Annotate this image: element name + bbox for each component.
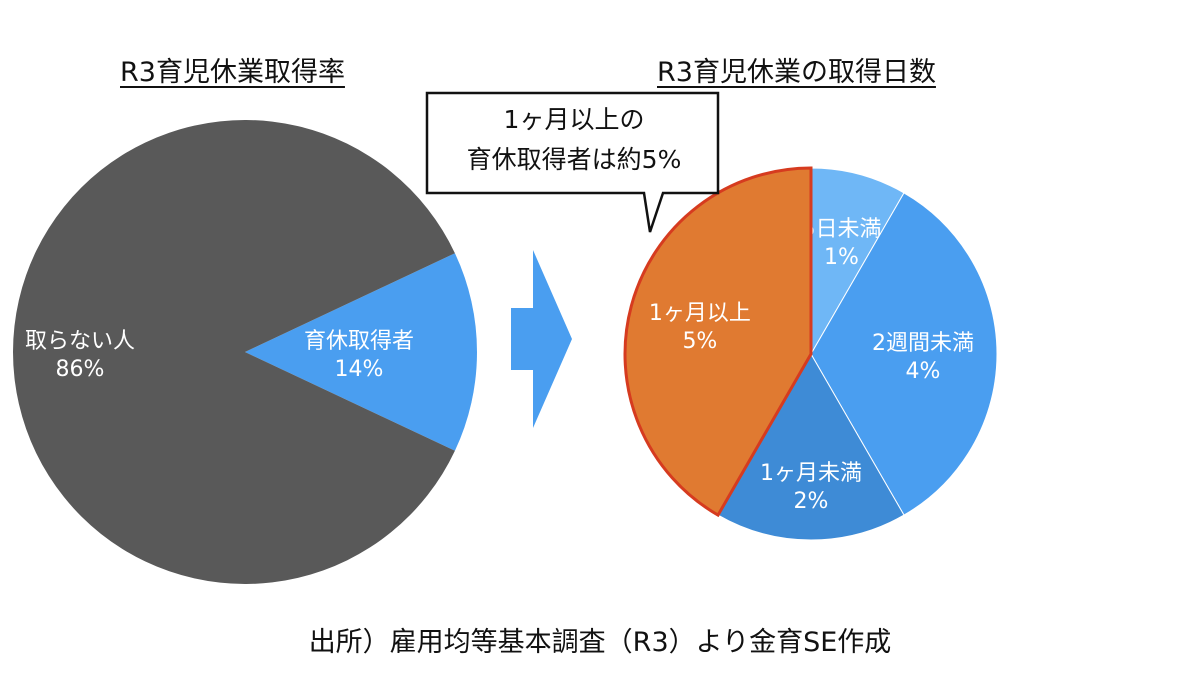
pie-right-slice-0 bbox=[810, 167, 905, 356]
callout-line-2: 育休取得者は約5% bbox=[466, 145, 682, 174]
right-chart-title: R3育児休業の取得日数 bbox=[657, 57, 936, 88]
left-chart-title: R3育児休業取得率 bbox=[120, 57, 345, 88]
pie-right-slice-1 bbox=[810, 192, 998, 516]
source-note: 出所）雇用均等基本調査（R3）より金育SE作成 bbox=[308, 627, 892, 658]
pie-right-slice-2 bbox=[717, 353, 905, 541]
callout-text: 1ヶ月以上の 育休取得者は約5% bbox=[430, 100, 718, 180]
pie-left-slice-1 bbox=[12, 119, 455, 584]
callout-line-1: 1ヶ月以上の bbox=[503, 105, 645, 134]
pie-right-slice-0-label: 5日未満 1% bbox=[802, 217, 882, 270]
right-pie-chart: 5日未満 1% 2週間未満 4% 1ヶ月未満 2% 1ヶ月以上 5% bbox=[623, 166, 998, 541]
pie-right-slice-3-label: 1ヶ月以上 5% bbox=[649, 301, 751, 354]
left-pie-chart: 育休取得者 14% 取らない人 86% bbox=[12, 119, 477, 584]
arrow-right-icon bbox=[511, 250, 572, 428]
pie-left-slice-0 bbox=[245, 253, 477, 451]
callout-box bbox=[425, 91, 720, 233]
pie-left-slice-1-label: 取らない人 86% bbox=[25, 329, 135, 382]
pie-left-slice-0-label: 育休取得者 14% bbox=[304, 329, 414, 382]
pie-right-slice-1-label: 2週間未満 4% bbox=[872, 331, 974, 384]
pie-right-slice-3 bbox=[623, 166, 813, 518]
pie-right-slice-2-label: 1ヶ月未満 2% bbox=[760, 461, 862, 514]
